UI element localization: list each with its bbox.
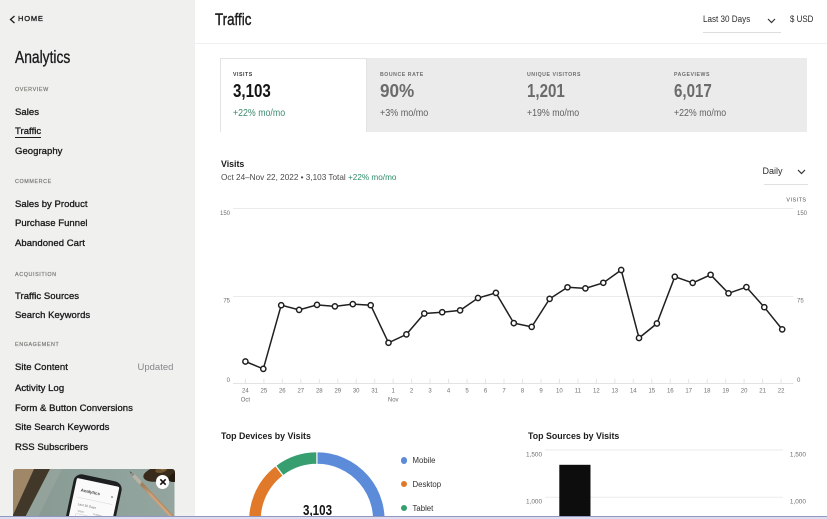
svg-text:1,000: 1,000	[526, 499, 542, 506]
svg-text:28: 28	[316, 388, 323, 394]
svg-text:16: 16	[667, 388, 674, 394]
svg-text:20: 20	[741, 388, 748, 394]
svg-text:Visits: Visits	[77, 508, 85, 513]
svg-text:VISITS: VISITS	[786, 198, 806, 204]
svg-text:Unique: Unique	[93, 511, 103, 517]
svg-text:1,500: 1,500	[790, 452, 806, 459]
svg-text:2: 2	[410, 388, 414, 394]
svg-text:Analytics: Analytics	[80, 487, 101, 496]
svg-text:9: 9	[539, 388, 543, 394]
svg-text:29: 29	[334, 388, 341, 394]
svg-text:5: 5	[465, 388, 469, 394]
svg-text:22: 22	[778, 388, 785, 394]
svg-text:4: 4	[447, 388, 451, 394]
svg-text:Nov: Nov	[388, 398, 399, 404]
svg-text:0: 0	[797, 378, 801, 384]
svg-text:14: 14	[630, 388, 637, 394]
svg-text:13: 13	[611, 388, 618, 394]
svg-text:8: 8	[521, 388, 525, 394]
svg-text:7: 7	[502, 388, 506, 394]
svg-text:21: 21	[759, 388, 766, 394]
svg-text:18: 18	[704, 388, 711, 394]
svg-text:10: 10	[556, 388, 563, 394]
svg-text:Oct: Oct	[241, 398, 251, 404]
svg-text:15: 15	[648, 388, 655, 394]
svg-text:30: 30	[353, 388, 360, 394]
svg-text:0: 0	[227, 378, 231, 384]
svg-text:24: 24	[242, 388, 249, 394]
svg-text:12: 12	[593, 388, 600, 394]
svg-text:150: 150	[797, 211, 808, 217]
svg-text:11: 11	[575, 388, 582, 394]
svg-text:1: 1	[392, 388, 396, 394]
svg-text:26: 26	[279, 388, 286, 394]
svg-text:25: 25	[261, 388, 268, 394]
svg-text:17: 17	[685, 388, 692, 394]
svg-text:Last 30 Days: Last 30 Days	[77, 502, 96, 510]
svg-text:75: 75	[223, 299, 230, 305]
svg-text:1,000: 1,000	[790, 499, 806, 506]
svg-text:19: 19	[722, 388, 729, 394]
svg-text:6: 6	[484, 388, 488, 394]
svg-text:31: 31	[371, 388, 378, 394]
svg-text:75: 75	[797, 299, 804, 305]
svg-text:3: 3	[428, 388, 432, 394]
svg-text:150: 150	[220, 211, 231, 217]
svg-text:27: 27	[297, 388, 304, 394]
svg-text:1,500: 1,500	[526, 452, 542, 459]
